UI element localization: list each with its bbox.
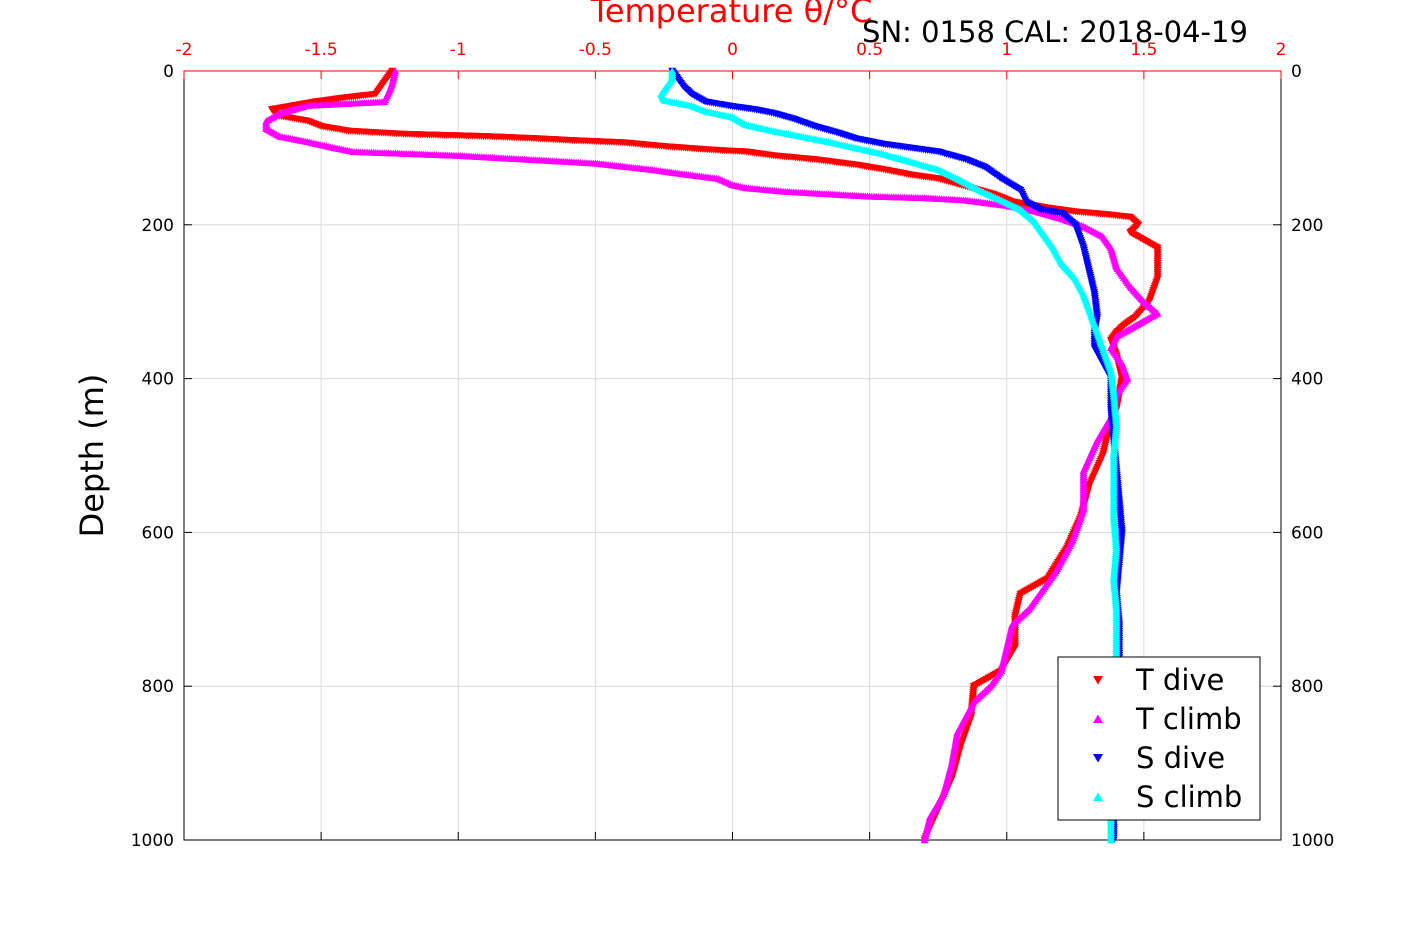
y-tick-label-right: 1000 bbox=[1291, 831, 1334, 851]
y-tick-label-left: 600 bbox=[142, 523, 174, 543]
x-tick-label: 1.5 bbox=[1130, 40, 1157, 60]
chart-title: SN: 0158 CAL: 2018-04-19 bbox=[862, 15, 1248, 49]
data-series bbox=[262, 67, 1162, 844]
y-tick-label-left: 0 bbox=[163, 62, 174, 82]
legend-label-s-climb: S climb bbox=[1136, 780, 1242, 814]
legend-label-t-dive: T dive bbox=[1135, 663, 1224, 697]
legend-marker-s-climb bbox=[1093, 792, 1103, 801]
legend-marker-s-dive bbox=[1093, 754, 1103, 763]
x-tick-label: -2 bbox=[176, 40, 193, 60]
y-tick-label-left: 200 bbox=[142, 216, 174, 236]
y-tick-label-left: 800 bbox=[142, 677, 174, 697]
x-tick-label: 0.5 bbox=[856, 40, 883, 60]
y-tick-label-left: 400 bbox=[142, 370, 174, 390]
x-tick-label: -0.5 bbox=[579, 40, 612, 60]
y-tick-label-right: 600 bbox=[1291, 523, 1323, 543]
y-tick-label-right: 200 bbox=[1291, 216, 1323, 236]
legend-label-t-climb: T climb bbox=[1135, 702, 1242, 736]
legend-marker-t-climb bbox=[1093, 714, 1103, 723]
y-tick-label-right: 0 bbox=[1291, 62, 1302, 82]
legend-label-s-dive: S dive bbox=[1136, 741, 1225, 775]
y-tick-label-right: 400 bbox=[1291, 370, 1323, 390]
y-axis-title: Depth (m) bbox=[73, 374, 111, 538]
x-axis-title: Temperature θ/°C bbox=[590, 0, 873, 30]
x-tick-label: -1.5 bbox=[305, 40, 338, 60]
y-tick-label-left: 1000 bbox=[131, 831, 174, 851]
x-tick-label: -1 bbox=[450, 40, 467, 60]
data-point bbox=[1106, 836, 1115, 844]
legend: T dive T climb S dive S climb bbox=[1057, 656, 1261, 821]
series-t-climb bbox=[262, 67, 1162, 844]
x-tick-label: 2 bbox=[1276, 40, 1287, 60]
legend-marker-t-dive bbox=[1093, 676, 1103, 685]
series-t-dive bbox=[267, 67, 1162, 844]
x-tick-label: 0 bbox=[727, 40, 738, 60]
data-point bbox=[920, 836, 929, 844]
x-tick-label: 1 bbox=[1001, 40, 1012, 60]
legend-box bbox=[1057, 656, 1261, 821]
y-tick-label-right: 800 bbox=[1291, 677, 1323, 697]
